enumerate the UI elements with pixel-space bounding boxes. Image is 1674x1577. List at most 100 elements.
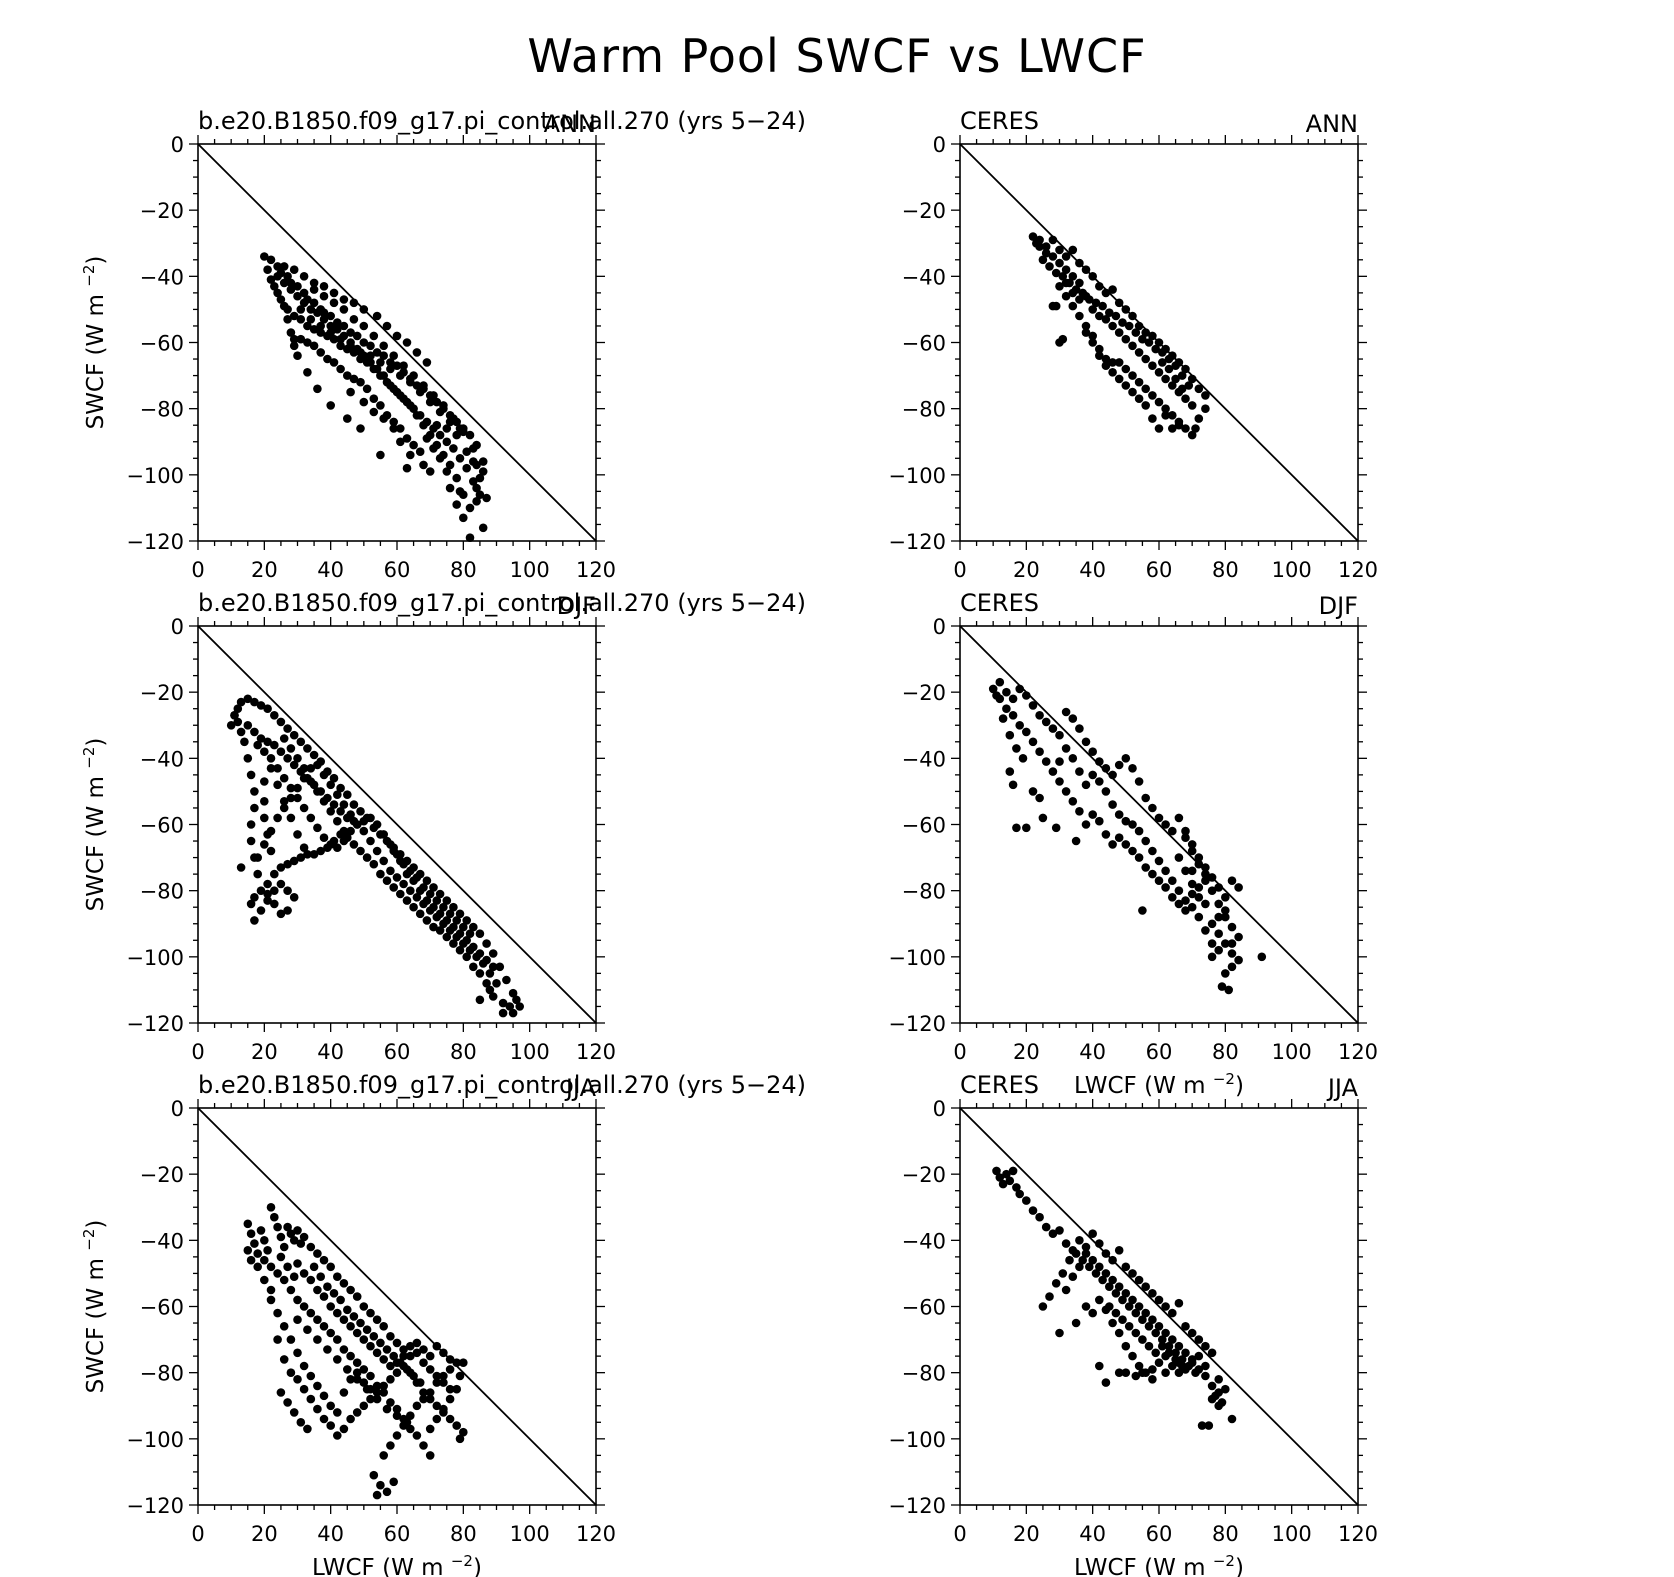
scatter-point (1194, 912, 1204, 922)
scatter-point (1168, 411, 1177, 420)
scatter-point (442, 467, 452, 476)
scatter-point (1012, 823, 1021, 833)
scatter-point (346, 1351, 355, 1361)
scatter-point (1114, 1328, 1124, 1338)
scatter-point (1051, 823, 1061, 833)
scatter-point (1061, 707, 1071, 717)
scatter-point (478, 523, 488, 533)
scatter-point (276, 1232, 286, 1242)
scatter-point (313, 823, 322, 833)
scatter-point (1088, 747, 1097, 756)
scatter-point (1121, 840, 1131, 849)
scatter-point (266, 255, 276, 265)
scatter-point (326, 328, 336, 337)
scatter-point (1061, 787, 1071, 796)
scatter-point (326, 1262, 336, 1272)
scatter-point (352, 1408, 362, 1417)
scatter-point (376, 358, 385, 367)
x-tick-label: 60 (384, 1040, 411, 1064)
scatter-point (366, 1394, 375, 1404)
scatter-point (1187, 889, 1197, 899)
scatter-point (379, 830, 389, 839)
scatter-point (339, 1315, 349, 1324)
scatter-point (283, 859, 292, 869)
scatter-point (263, 889, 272, 899)
scatter-point (429, 391, 438, 400)
scatter-point (1121, 816, 1131, 826)
scatter-point (1154, 368, 1164, 377)
scatter-point (1158, 358, 1167, 367)
scatter-point (1161, 883, 1170, 892)
scatter-point (1008, 711, 1018, 720)
scatter-point (236, 697, 246, 707)
scatter-point (1171, 1355, 1180, 1364)
scatter-point (1085, 295, 1094, 304)
scatter-point (333, 1272, 342, 1281)
scatter-point (362, 384, 372, 394)
scatter-point (369, 1332, 379, 1341)
scatter-point (289, 1272, 299, 1281)
scatter-point (226, 721, 236, 730)
scatter-point (306, 1371, 316, 1381)
scatter-point (356, 846, 365, 856)
scatter-point (359, 1302, 369, 1311)
scatter-point (1058, 334, 1068, 344)
x-tick-label: 80 (1212, 558, 1239, 582)
y-tick-label: −80 (902, 880, 946, 904)
y-tick-label: −60 (140, 332, 184, 356)
scatter-point (1095, 777, 1104, 786)
scatter-point (445, 1355, 455, 1364)
scatter-point (316, 846, 326, 856)
scatter-point (389, 1477, 399, 1487)
scatter-point (425, 1451, 435, 1460)
scatter-point (1051, 301, 1061, 311)
scatter-point (1164, 1341, 1174, 1351)
scatter-point (319, 833, 329, 842)
scatter-point (1055, 1226, 1064, 1235)
scatter-point (253, 853, 262, 862)
scatter-point (1088, 770, 1097, 780)
scatter-point (1048, 767, 1058, 776)
scatter-point (435, 430, 445, 440)
scatter-point (349, 298, 359, 308)
y-tick-label: −40 (140, 747, 184, 771)
scatter-point (1101, 1249, 1111, 1258)
scatter-point (1002, 687, 1011, 697)
scatter-point (356, 348, 365, 357)
scatter-point (1227, 1414, 1237, 1424)
scatter-point (1181, 826, 1190, 836)
scatter-point (1101, 830, 1111, 839)
scatter-point (1005, 730, 1015, 740)
scatter-point (412, 1348, 422, 1358)
scatter-point (1128, 846, 1137, 856)
scatter-point (1022, 1196, 1031, 1205)
scatter-point (1121, 1368, 1131, 1377)
scatter-point (313, 1335, 322, 1344)
scatter-point (439, 450, 448, 460)
y-tick-label: −40 (902, 1229, 946, 1253)
scatter-point (1194, 384, 1204, 394)
scatter-point (359, 338, 369, 347)
scatter-point (1174, 1341, 1184, 1351)
scatter-point (352, 1375, 362, 1384)
scatter-point (412, 348, 422, 357)
scatter-point (1051, 268, 1061, 278)
scatter-point (1081, 1249, 1091, 1258)
scatter-point (372, 1315, 382, 1324)
y-tick-label: −80 (140, 880, 184, 904)
scatter-point (482, 939, 491, 948)
scatter-point (445, 460, 455, 470)
scatter-point (1081, 1242, 1091, 1252)
scatter-point (319, 770, 329, 780)
scatter-point (303, 1325, 312, 1334)
scatter-point (1055, 245, 1064, 255)
scatter-point (1075, 1262, 1084, 1272)
scatter-point (432, 1341, 442, 1351)
scatter-point (455, 909, 465, 919)
scatter-point (1174, 853, 1184, 862)
scatter-point (386, 1375, 395, 1384)
y-tick-label: −20 (902, 681, 946, 705)
scatter-point (1148, 414, 1157, 423)
scatter-point (432, 397, 442, 407)
scatter-point (256, 734, 266, 743)
